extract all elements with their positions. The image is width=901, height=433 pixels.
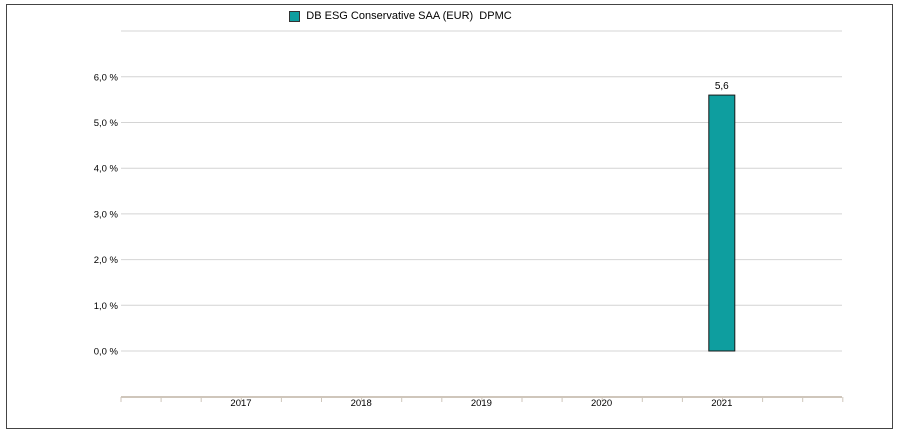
x-tick-label: 2018	[351, 398, 372, 409]
y-tick-label: 1,0 %	[94, 301, 119, 312]
data-label: 5,6	[715, 81, 729, 92]
y-tick-label: 0,0 %	[94, 347, 119, 358]
y-tick-label: 4,0 %	[94, 164, 119, 175]
y-tick-label: 5,0 %	[94, 118, 119, 129]
x-tick-label: 2017	[230, 398, 251, 409]
y-tick-label: 2,0 %	[94, 255, 119, 266]
x-tick-label: 2020	[591, 398, 612, 409]
x-tick-label: 2019	[471, 398, 492, 409]
y-tick-label: 3,0 %	[94, 209, 119, 220]
x-tick-label: 2021	[711, 398, 732, 409]
y-tick-label: 6,0 %	[94, 72, 119, 83]
bar	[709, 95, 735, 351]
